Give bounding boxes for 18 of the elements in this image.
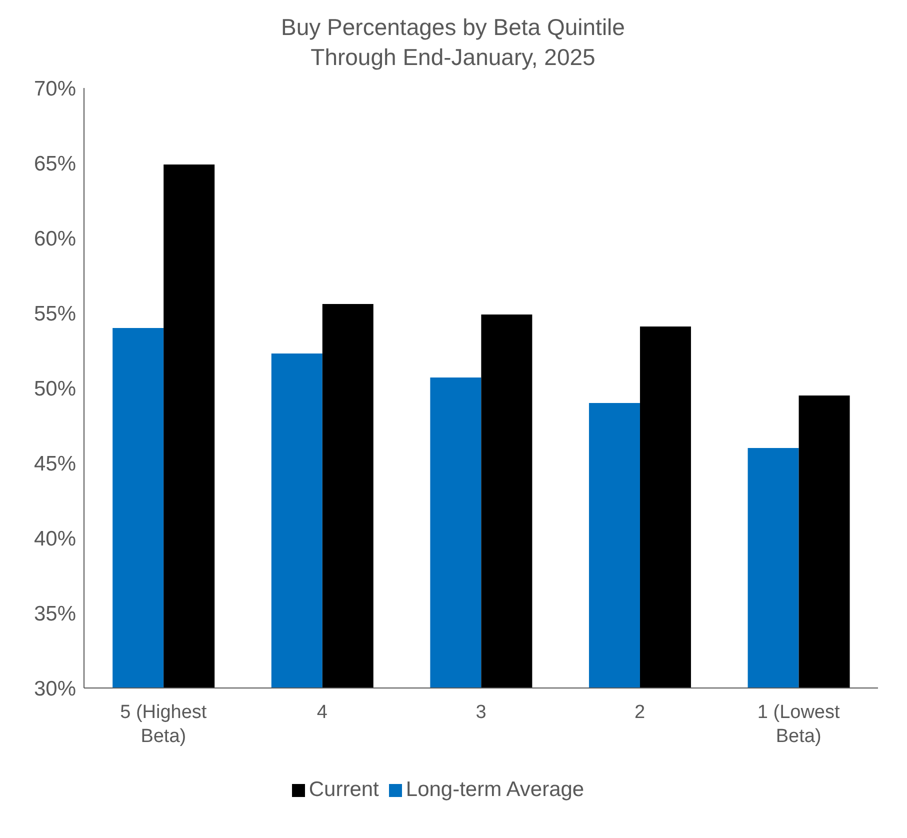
x-tick-label: 1 (Lowest Beta) xyxy=(757,702,841,747)
y-tick-label: 65% xyxy=(34,152,76,176)
x-tick-label: 2 xyxy=(634,702,646,723)
y-tick-label: 70% xyxy=(34,77,76,100)
y-tick-label: 55% xyxy=(34,302,76,326)
x-tick-label: 5 (Highest Beta) xyxy=(120,702,208,747)
y-tick-label: 60% xyxy=(34,227,76,250)
x-tick-label: 4 xyxy=(316,702,328,723)
legend-label: Long-term Average xyxy=(406,778,584,801)
legend-label: Current xyxy=(308,778,379,801)
y-tick-label: 50% xyxy=(34,377,76,400)
x-tick-label: 3 xyxy=(476,702,486,723)
y-tick-label: 40% xyxy=(34,527,76,550)
y-tick-label: 30% xyxy=(34,677,76,700)
chart-title: Buy Percentages by Beta Quintile xyxy=(280,13,626,42)
chart-subtitle: Through End-January, 2025 xyxy=(310,43,596,72)
y-tick-label: 35% xyxy=(34,602,76,626)
y-tick-label: 45% xyxy=(34,452,76,476)
